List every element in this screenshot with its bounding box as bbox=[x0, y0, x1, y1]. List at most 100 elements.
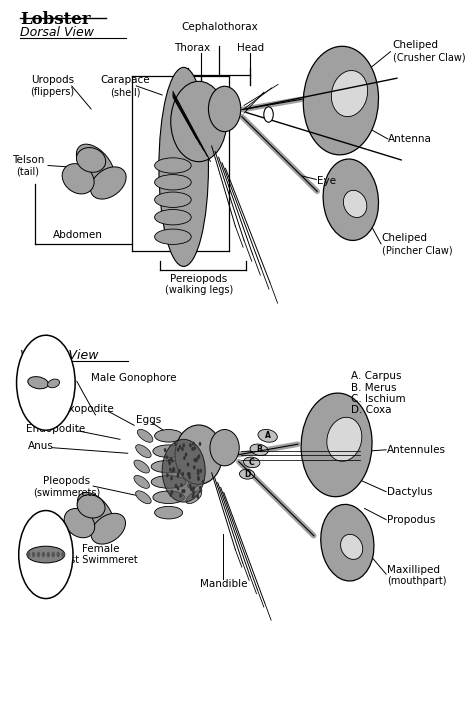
Ellipse shape bbox=[134, 475, 149, 489]
Ellipse shape bbox=[159, 68, 209, 266]
Ellipse shape bbox=[258, 429, 277, 442]
Ellipse shape bbox=[186, 445, 201, 458]
Text: Dorsal View: Dorsal View bbox=[20, 25, 94, 39]
Text: (walking legs): (walking legs) bbox=[164, 285, 233, 295]
Circle shape bbox=[191, 475, 194, 479]
Circle shape bbox=[170, 488, 172, 492]
Ellipse shape bbox=[155, 158, 191, 173]
Ellipse shape bbox=[331, 70, 368, 117]
Circle shape bbox=[18, 510, 73, 598]
Circle shape bbox=[171, 464, 173, 468]
Ellipse shape bbox=[91, 513, 126, 544]
Circle shape bbox=[178, 491, 181, 495]
Text: (swimmerets): (swimmerets) bbox=[33, 487, 100, 498]
Text: Ventral View: Ventral View bbox=[20, 349, 99, 362]
Text: Propodus: Propodus bbox=[387, 515, 435, 524]
Text: C. Ischium: C. Ischium bbox=[351, 394, 405, 404]
Ellipse shape bbox=[28, 377, 48, 389]
Text: Carapace: Carapace bbox=[100, 75, 150, 85]
Ellipse shape bbox=[136, 445, 151, 458]
Ellipse shape bbox=[209, 87, 241, 132]
Text: C: C bbox=[249, 458, 255, 467]
Circle shape bbox=[191, 465, 194, 470]
Circle shape bbox=[197, 482, 200, 486]
Circle shape bbox=[169, 445, 172, 449]
Ellipse shape bbox=[134, 460, 149, 473]
Text: Mandible: Mandible bbox=[200, 579, 247, 589]
Ellipse shape bbox=[76, 144, 114, 185]
Text: Head: Head bbox=[237, 43, 264, 54]
Circle shape bbox=[185, 465, 188, 469]
Ellipse shape bbox=[188, 475, 203, 489]
Circle shape bbox=[173, 496, 175, 500]
Circle shape bbox=[201, 441, 203, 446]
Ellipse shape bbox=[184, 429, 200, 442]
Circle shape bbox=[166, 477, 169, 482]
Circle shape bbox=[178, 452, 181, 456]
Text: Uropods: Uropods bbox=[31, 75, 74, 85]
Text: Cephalothorax: Cephalothorax bbox=[181, 23, 258, 32]
Ellipse shape bbox=[91, 167, 126, 199]
Ellipse shape bbox=[153, 491, 184, 503]
Circle shape bbox=[177, 453, 179, 458]
Circle shape bbox=[167, 450, 169, 454]
Ellipse shape bbox=[155, 175, 191, 190]
Ellipse shape bbox=[155, 229, 191, 244]
Ellipse shape bbox=[321, 504, 374, 581]
Circle shape bbox=[173, 476, 175, 480]
Ellipse shape bbox=[47, 379, 60, 388]
Text: Female: Female bbox=[82, 544, 120, 554]
Ellipse shape bbox=[27, 546, 65, 563]
Circle shape bbox=[192, 467, 195, 472]
Ellipse shape bbox=[303, 46, 379, 155]
Circle shape bbox=[52, 552, 55, 558]
Text: (tail): (tail) bbox=[16, 167, 39, 177]
Circle shape bbox=[201, 474, 204, 478]
Text: Pleopods: Pleopods bbox=[43, 476, 90, 486]
Circle shape bbox=[196, 462, 199, 466]
Text: Cheliped: Cheliped bbox=[392, 39, 438, 50]
Ellipse shape bbox=[77, 495, 105, 518]
Circle shape bbox=[264, 107, 273, 122]
Circle shape bbox=[180, 468, 183, 472]
Text: Dactylus: Dactylus bbox=[387, 486, 432, 497]
Ellipse shape bbox=[137, 429, 153, 442]
Ellipse shape bbox=[136, 491, 151, 504]
Text: Maxilliped: Maxilliped bbox=[387, 565, 440, 575]
Circle shape bbox=[166, 477, 168, 482]
Text: Lobster: Lobster bbox=[20, 11, 91, 28]
Circle shape bbox=[183, 451, 186, 455]
Circle shape bbox=[187, 451, 190, 454]
Ellipse shape bbox=[186, 491, 201, 504]
Ellipse shape bbox=[175, 425, 222, 484]
Text: D: D bbox=[244, 470, 250, 479]
Text: Abdomen: Abdomen bbox=[53, 230, 103, 239]
Circle shape bbox=[200, 460, 202, 465]
Text: A. Carpus: A. Carpus bbox=[351, 372, 401, 382]
Text: Eggs: Eggs bbox=[136, 415, 161, 425]
Ellipse shape bbox=[153, 445, 184, 458]
Ellipse shape bbox=[76, 148, 106, 172]
Circle shape bbox=[186, 458, 189, 463]
Text: (shell): (shell) bbox=[110, 87, 141, 97]
Text: Male Gonophore: Male Gonophore bbox=[91, 373, 177, 383]
Text: A: A bbox=[265, 432, 271, 440]
Text: B: B bbox=[256, 446, 262, 454]
Circle shape bbox=[178, 465, 181, 470]
Circle shape bbox=[176, 473, 179, 477]
Circle shape bbox=[61, 552, 65, 558]
Circle shape bbox=[164, 496, 166, 500]
Ellipse shape bbox=[210, 429, 239, 466]
Text: 1st Swimmeret: 1st Swimmeret bbox=[64, 555, 138, 565]
Circle shape bbox=[191, 483, 193, 487]
Ellipse shape bbox=[62, 163, 94, 194]
Ellipse shape bbox=[250, 444, 268, 455]
Ellipse shape bbox=[188, 460, 203, 473]
Circle shape bbox=[187, 463, 190, 466]
Ellipse shape bbox=[155, 192, 191, 208]
Text: Telson: Telson bbox=[11, 155, 44, 165]
Ellipse shape bbox=[323, 159, 379, 241]
Circle shape bbox=[42, 552, 45, 558]
Circle shape bbox=[164, 496, 167, 501]
Circle shape bbox=[32, 552, 35, 558]
